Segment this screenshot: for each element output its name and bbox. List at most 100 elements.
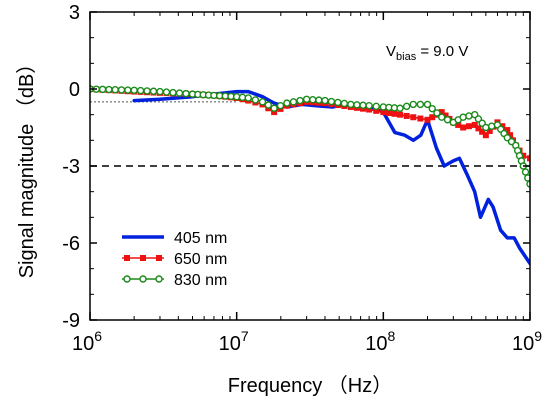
point-square-marker (380, 109, 387, 116)
x-tick-label: 108 (365, 328, 395, 355)
point-square-marker (479, 128, 486, 135)
x-axis-title: Frequency （Hz） (228, 374, 393, 397)
point-open-circle-marker (276, 101, 285, 110)
point-open-circle-marker (111, 86, 119, 94)
annotation-main: V (386, 43, 396, 60)
point-open-circle-marker (182, 89, 190, 98)
point-open-circle-marker (482, 123, 490, 132)
x-tick-label-base: 10 (365, 333, 387, 355)
point-open-circle-marker (396, 104, 404, 112)
point-open-circle-marker (149, 87, 158, 95)
point-open-circle-marker (321, 96, 329, 105)
x-tick-label: 106 (72, 328, 102, 355)
point-open-circle-marker (487, 122, 496, 130)
point-open-circle-marker (372, 102, 380, 111)
x-tick-label-exponent: 9 (534, 328, 542, 344)
point-open-circle-marker (521, 168, 530, 176)
point-open-circle-marker (232, 92, 241, 101)
point-open-circle-marker (162, 88, 171, 96)
point-square-marker (271, 109, 278, 116)
annotation-rest: = 9.0 V (416, 43, 468, 60)
x-tick-label-exponent: 6 (94, 328, 102, 344)
point-open-circle-marker (156, 87, 164, 96)
point-open-circle-marker (365, 101, 373, 110)
point-open-circle-marker (437, 113, 446, 121)
legend-label: 650 nm (174, 251, 227, 268)
point-square-marker (465, 123, 472, 130)
point-open-circle-marker (289, 98, 298, 106)
point-square-marker (455, 121, 462, 128)
annotation-subscript: bias (396, 51, 417, 63)
point-square-marker (520, 152, 527, 159)
point-open-circle-marker (139, 275, 147, 283)
y-tick-label: 3 (69, 2, 80, 24)
point-square-marker (527, 155, 530, 162)
point-square-marker (156, 255, 162, 261)
legend-entry-830-nm: 830 nm (122, 272, 227, 289)
x-tick-label-base: 10 (219, 333, 241, 355)
point-square-marker (403, 112, 410, 119)
point-open-circle-marker (359, 101, 367, 109)
point-open-circle-marker (433, 109, 441, 117)
point-square-marker (475, 125, 482, 132)
point-square-marker (417, 115, 424, 122)
point-open-circle-marker (258, 98, 267, 106)
point-open-circle-marker (340, 99, 349, 108)
point-open-circle-marker (402, 102, 411, 111)
legend-entry-405-nm: 405 nm (122, 230, 227, 247)
point-square-marker (124, 255, 130, 261)
point-open-circle-marker (296, 96, 304, 105)
bias-voltage-annotation: Vbias = 9.0 V (386, 43, 468, 63)
point-square-marker (140, 255, 146, 261)
point-square-marker (397, 111, 404, 118)
point-open-circle-marker (169, 88, 177, 97)
point-open-circle-marker (416, 100, 425, 109)
series-405-nm (132, 89, 530, 266)
point-square-marker (482, 132, 489, 139)
point-square-marker (471, 121, 478, 128)
point-open-circle-marker (428, 104, 436, 113)
x-tick-label-base: 10 (512, 333, 534, 355)
point-open-circle-marker (443, 116, 452, 124)
point-open-circle-marker (244, 94, 252, 102)
x-tick-label-base: 10 (72, 333, 94, 355)
point-square-marker (429, 114, 436, 121)
point-square-marker (385, 109, 392, 116)
point-open-circle-marker (309, 95, 317, 104)
point-open-circle-marker (409, 100, 417, 109)
point-open-circle-marker (334, 98, 342, 107)
y-tick-label: -9 (62, 310, 80, 332)
point-square-marker (373, 107, 380, 114)
y-tick-label: -6 (62, 233, 80, 255)
point-square-marker (486, 127, 493, 134)
y-tick-label: -3 (62, 156, 80, 178)
x-tick-label: 109 (512, 328, 542, 355)
point-open-circle-marker (123, 275, 131, 283)
point-open-circle-marker (130, 86, 138, 94)
point-open-circle-marker (143, 87, 151, 95)
point-open-circle-marker (124, 86, 132, 94)
point-square-marker (391, 110, 398, 117)
point-open-circle-marker (347, 100, 355, 109)
reference-lines (90, 101, 530, 167)
point-open-circle-marker (302, 95, 311, 103)
series-line-405-nm (132, 89, 530, 266)
point-open-circle-marker (524, 174, 530, 182)
point-square-marker (438, 109, 445, 116)
point-open-circle-marker (175, 89, 184, 97)
y-axis-title: Signal magnitude （dB） (15, 54, 38, 279)
legend-label: 405 nm (174, 230, 227, 247)
point-square-marker (507, 132, 514, 139)
point-open-circle-marker (327, 97, 336, 106)
point-open-circle-marker (117, 86, 126, 94)
legend-label: 830 nm (174, 272, 227, 289)
point-open-circle-marker (105, 85, 113, 94)
point-open-circle-marker (238, 93, 247, 102)
point-square-marker (410, 114, 417, 121)
point-open-circle-marker (283, 99, 291, 107)
point-open-circle-marker (136, 86, 145, 95)
point-square-marker (460, 124, 467, 131)
x-tick-label: 107 (219, 328, 249, 355)
point-open-circle-marker (155, 275, 163, 283)
